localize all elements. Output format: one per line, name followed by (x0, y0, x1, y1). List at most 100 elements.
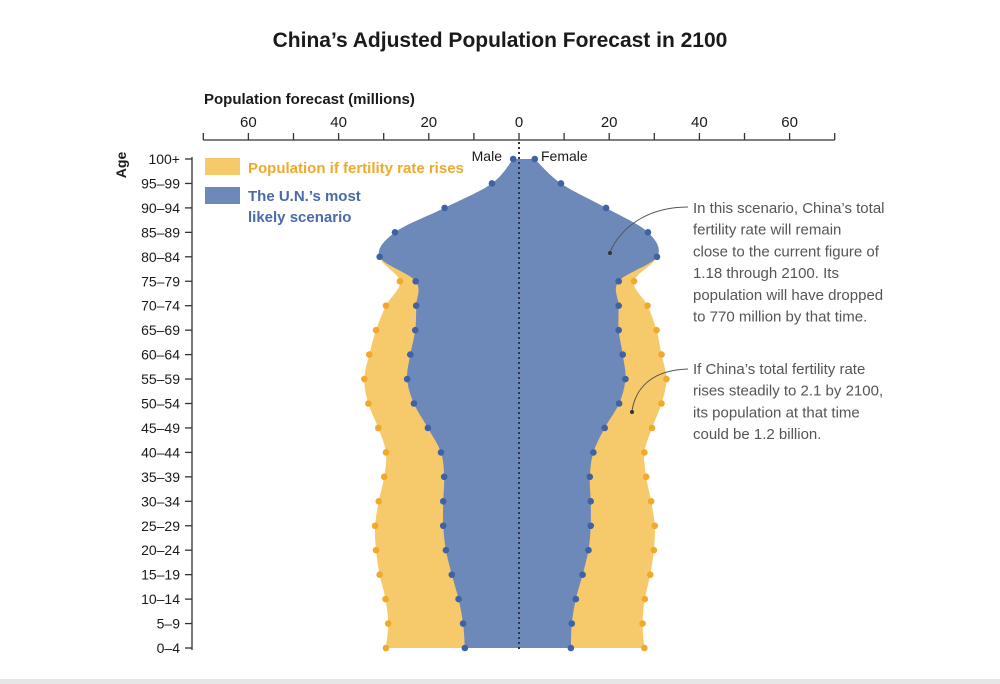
y-tick-label: 65–69 (141, 322, 180, 338)
y-tick-label: 100+ (148, 151, 180, 167)
fertility-rises-female-point (642, 473, 650, 481)
chart-title: China’s Adjusted Population Forecast in … (273, 29, 728, 52)
fertility-rises-female-point (651, 522, 659, 530)
fertility-rises-female-point (641, 595, 649, 603)
fertility-rises-female-point (648, 424, 656, 432)
annotation-leader-line (631, 368, 689, 412)
male-label: Male (472, 148, 503, 164)
y-tick-label: 25–29 (141, 518, 180, 534)
annotation-text-line: could be 1.2 billion. (693, 426, 821, 443)
un-scenario-male-point (442, 546, 450, 554)
data-points (361, 155, 670, 652)
fertility-rises-female-point (641, 449, 648, 456)
fertility-rises-female-point (658, 351, 665, 358)
fertility-rises-female-point (653, 326, 660, 334)
fertility-rises-female-point (639, 620, 646, 627)
annotation-text-line: In this scenario, China’s total (693, 200, 885, 217)
fertility-rises-male-point (365, 400, 372, 407)
un-scenario-male-point (412, 277, 420, 285)
fertility-rises-female-point (644, 302, 651, 310)
un-scenario-female-point (653, 253, 661, 261)
y-tick-label: 55–59 (141, 371, 180, 387)
x-tick-label: 20 (601, 114, 618, 131)
un-scenario-male-point (439, 498, 447, 505)
y-axis: 0–4 5–9 10–14 15–19 20–24 25–29 30–34 35–39 40–4… (141, 151, 193, 656)
un-scenario-male-point (509, 155, 517, 163)
x-tick-label: 60 (240, 114, 257, 131)
legend-swatch-fertility-rises (205, 158, 240, 175)
un-scenario-female-point (622, 375, 629, 383)
fertility-rises-male-point (382, 449, 390, 456)
legend-label-fertility-rises: Population if fertility rate rises (248, 160, 464, 177)
un-scenario-male-point (407, 351, 414, 358)
fertility-rises-male-point (375, 498, 383, 505)
x-tick-label: 60 (781, 114, 798, 131)
un-scenario-female-point (531, 155, 539, 163)
fertility-rises-male-point (382, 595, 389, 603)
x-tick-label: 40 (330, 114, 347, 131)
x-axis: 60 40 20 0 20 40 60 (202, 114, 836, 141)
y-tick-label: 15–19 (141, 567, 180, 583)
fertility-rises-male-point (374, 424, 382, 432)
un-scenario-male-point (459, 620, 467, 627)
y-tick-label: 60–64 (141, 347, 180, 363)
un-scenario-female-point (587, 522, 595, 530)
y-tick-label: 90–94 (141, 200, 180, 216)
frame-bottom-border (0, 679, 1000, 684)
fertility-rises-male-point (371, 522, 379, 530)
y-tick-label: 40–44 (141, 444, 180, 460)
legend: Population if fertility rate rises The U… (205, 158, 464, 226)
un-scenario-female-point (615, 326, 622, 334)
un-scenario-female-point (602, 204, 610, 212)
annotation-text-line: its population at that time (693, 404, 860, 421)
fertility-rises-male-point (384, 620, 392, 627)
annotation-text-line: If China’s total fertility rate (693, 361, 865, 378)
fertility-rises-female-point (630, 277, 638, 285)
fertility-rises-male-point (380, 473, 388, 481)
un-scenario-female-point (585, 546, 592, 554)
un-scenario-female-point (590, 449, 597, 456)
annotation-text-line: fertility rate will remain (693, 222, 841, 239)
annotation-text-line: close to the current figure of (693, 243, 880, 260)
annotation-leader-line (609, 206, 689, 253)
annotation-text-line: population will have dropped (693, 287, 883, 304)
fertility-rises-male-point (382, 302, 390, 310)
annotation-anchor-dot (630, 410, 634, 414)
female-label: Female (541, 148, 588, 164)
y-tick-label: 85–89 (141, 224, 180, 240)
un-scenario-male-point (411, 326, 419, 334)
fertility-rises-male-point (376, 571, 383, 578)
un-scenario-female-point (567, 644, 575, 652)
fertility-rises-female-point (663, 375, 670, 383)
y-tick-label: 20–24 (141, 542, 180, 558)
annotation-text-line: 1.18 through 2100. Its (693, 265, 839, 282)
x-tick-label: 20 (420, 114, 437, 131)
y-tick-label: 50–54 (141, 396, 180, 412)
fertility-rises-male-point (361, 375, 368, 383)
un-scenario-male-point (488, 180, 496, 187)
annotation-text-line: to 770 million by that time. (693, 309, 867, 326)
un-scenario-female-point (557, 180, 565, 187)
un-scenario-female-point (644, 229, 652, 236)
y-tick-label: 10–14 (141, 591, 180, 607)
annotation-fertility-rises: If China’s total fertility rate rises ste… (630, 361, 883, 443)
fertility-rises-female-point (658, 400, 665, 407)
y-axis-label: Age (113, 152, 129, 179)
un-scenario-female-point (615, 302, 622, 310)
fertility-rises-female-point (641, 644, 648, 652)
y-tick-label: 80–84 (141, 249, 180, 265)
un-scenario-male-point (448, 571, 456, 578)
un-scenario-female-point (586, 473, 594, 481)
un-scenario-male-point (439, 522, 447, 530)
un-scenario-female-point (619, 351, 627, 358)
un-scenario-female-point (572, 595, 580, 603)
fertility-rises-male-point (382, 644, 390, 652)
y-tick-label: 75–79 (141, 273, 180, 289)
un-scenario-male-point (441, 204, 448, 212)
y-tick-label: 30–34 (141, 493, 180, 509)
un-scenario-male-point (412, 302, 420, 310)
un-scenario-male-point (424, 424, 432, 432)
legend-label-un-scenario-line1: The U.N.’s most (248, 188, 361, 205)
un-scenario-female-point (615, 400, 623, 407)
